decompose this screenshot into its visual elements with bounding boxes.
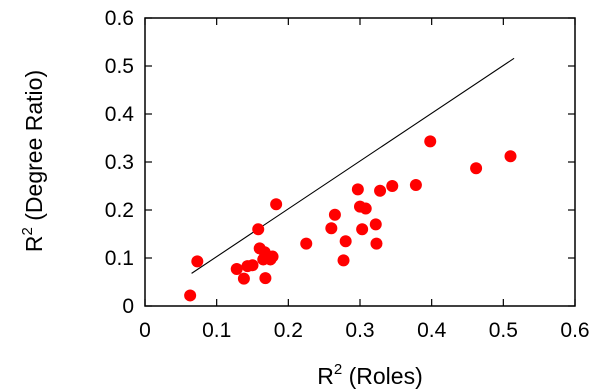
- plot-frame: [144, 17, 576, 307]
- x-tick-label: 0.6: [560, 319, 589, 342]
- y-axis-label-rest: (Degree Ratio): [21, 70, 47, 227]
- x-axis-label-rest: (Roles): [342, 363, 423, 389]
- data-point-13: [270, 198, 283, 211]
- x-tick-label: 0.5: [489, 319, 518, 342]
- data-point-25: [374, 184, 387, 197]
- data-point-17: [337, 254, 350, 267]
- x-tick-label: 0.4: [417, 319, 447, 342]
- data-point-30: [504, 150, 517, 163]
- reference-line: [191, 57, 515, 274]
- y-axis-label-sup: 2: [19, 227, 36, 235]
- data-point-23: [369, 218, 382, 231]
- x-axis-label: R2 (Roles): [317, 361, 422, 389]
- y-tick-label: 0.1: [105, 247, 134, 270]
- data-point-27: [409, 179, 422, 192]
- x-axis-label-sup: 2: [334, 361, 342, 378]
- y-tick-label: 0.4: [105, 103, 135, 126]
- x-axis-label-base: R: [317, 363, 334, 389]
- data-point-5: [246, 259, 259, 272]
- x-tick-label: 0.1: [202, 319, 231, 342]
- x-tick-label: 0.2: [274, 319, 303, 342]
- y-tick-label: 0: [122, 295, 134, 318]
- y-tick-label: 0.6: [105, 7, 134, 30]
- data-point-14: [300, 237, 313, 250]
- data-point-0: [184, 289, 197, 302]
- data-point-26: [386, 180, 399, 192]
- y-axis-label: R2 (Degree Ratio): [19, 70, 47, 252]
- data-point-21: [356, 223, 369, 236]
- reference-line-group: [191, 57, 515, 274]
- data-point-16: [328, 208, 341, 221]
- y-axis-label-base: R: [21, 235, 47, 252]
- y-tick-label: 0.3: [105, 151, 134, 174]
- axis-tick-labels: 0 0.1 0.2 0.3 0.4 0.5 0.6 0 0.1 0.2 0.3 0.4 0.5 0.6: [105, 7, 590, 342]
- data-point-28: [424, 135, 437, 148]
- data-point-1: [191, 255, 204, 268]
- data-point-18: [339, 235, 352, 248]
- x-tick-label: 0.3: [345, 319, 374, 342]
- data-point-2: [230, 263, 243, 276]
- y-tick-label: 0.5: [105, 55, 134, 78]
- data-point-3: [237, 272, 250, 285]
- data-point-24: [370, 237, 383, 250]
- y-tick-label: 0.2: [105, 199, 134, 222]
- x-tick-label: 0: [139, 319, 151, 342]
- data-point-29: [470, 162, 483, 175]
- data-point-10: [259, 272, 272, 285]
- data-point-19: [351, 183, 364, 196]
- data-point-15: [325, 222, 338, 235]
- data-point-22: [359, 202, 372, 215]
- data-point-12: [266, 250, 279, 263]
- data-point-6: [252, 223, 265, 236]
- data-points: [184, 135, 517, 302]
